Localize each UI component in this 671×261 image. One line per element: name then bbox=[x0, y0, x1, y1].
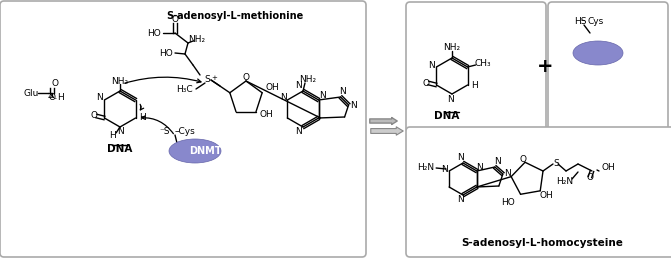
Text: N: N bbox=[96, 93, 103, 103]
Text: NH₂: NH₂ bbox=[111, 76, 129, 86]
Text: DNMT: DNMT bbox=[582, 48, 614, 58]
Text: Cys: Cys bbox=[587, 16, 603, 26]
Text: ·: · bbox=[54, 94, 58, 104]
Text: HO: HO bbox=[159, 49, 173, 57]
Text: OH: OH bbox=[539, 191, 553, 200]
Text: N: N bbox=[457, 153, 464, 163]
FancyBboxPatch shape bbox=[406, 2, 546, 132]
Text: O: O bbox=[586, 174, 594, 182]
Text: H: H bbox=[56, 93, 63, 103]
Text: HO: HO bbox=[147, 28, 161, 38]
Ellipse shape bbox=[573, 41, 623, 65]
Text: H₃C: H₃C bbox=[176, 85, 193, 93]
Text: Glu: Glu bbox=[24, 88, 40, 98]
FancyArrowPatch shape bbox=[140, 104, 144, 110]
Text: O: O bbox=[519, 156, 527, 164]
Text: +: + bbox=[211, 75, 217, 81]
Text: O: O bbox=[423, 79, 430, 87]
FancyArrowPatch shape bbox=[49, 94, 54, 97]
Text: NH₂: NH₂ bbox=[189, 35, 205, 44]
Text: OH: OH bbox=[265, 83, 279, 92]
Text: N: N bbox=[117, 128, 123, 137]
Text: –: – bbox=[580, 16, 585, 26]
Text: N: N bbox=[495, 157, 501, 167]
Text: S: S bbox=[553, 159, 559, 169]
Text: ⁻S: ⁻S bbox=[160, 127, 170, 135]
Text: N: N bbox=[280, 93, 287, 103]
Text: H₂N: H₂N bbox=[417, 163, 434, 171]
Text: H: H bbox=[471, 81, 478, 91]
Text: NH₂: NH₂ bbox=[444, 44, 460, 52]
Text: N: N bbox=[428, 61, 435, 69]
Text: N: N bbox=[447, 94, 454, 104]
Text: N: N bbox=[441, 164, 448, 174]
Text: N: N bbox=[505, 169, 511, 179]
Text: N: N bbox=[476, 163, 483, 171]
FancyArrowPatch shape bbox=[142, 116, 173, 134]
Text: DNMT: DNMT bbox=[189, 146, 221, 156]
Text: HO: HO bbox=[501, 198, 515, 207]
Text: HS: HS bbox=[574, 16, 586, 26]
FancyBboxPatch shape bbox=[548, 2, 668, 132]
Text: N: N bbox=[457, 195, 464, 205]
Text: N: N bbox=[350, 100, 357, 110]
Text: H₂N: H₂N bbox=[556, 176, 573, 186]
Text: OH: OH bbox=[601, 163, 615, 171]
Text: N: N bbox=[340, 87, 346, 97]
Text: O: O bbox=[172, 15, 178, 23]
Text: H: H bbox=[139, 114, 146, 122]
Text: N: N bbox=[319, 92, 326, 100]
FancyBboxPatch shape bbox=[0, 1, 366, 257]
FancyArrowPatch shape bbox=[125, 77, 201, 83]
Text: H: H bbox=[109, 130, 116, 139]
Text: OH: OH bbox=[259, 110, 273, 119]
Text: –Cys: –Cys bbox=[175, 127, 196, 135]
Text: DNA: DNA bbox=[434, 111, 460, 121]
Text: S: S bbox=[204, 75, 210, 85]
Text: N: N bbox=[296, 80, 303, 90]
FancyBboxPatch shape bbox=[406, 127, 671, 257]
Ellipse shape bbox=[169, 139, 221, 163]
Text: CH₃: CH₃ bbox=[474, 60, 491, 68]
Text: S-adenosyl-L-methionine: S-adenosyl-L-methionine bbox=[166, 11, 303, 21]
Text: N: N bbox=[296, 127, 303, 135]
Text: NH₂: NH₂ bbox=[299, 74, 317, 84]
Text: O: O bbox=[242, 74, 250, 82]
Text: +: + bbox=[537, 56, 554, 75]
Text: O: O bbox=[52, 80, 58, 88]
Text: DNA: DNA bbox=[107, 144, 133, 154]
Text: O: O bbox=[48, 93, 56, 103]
Text: O: O bbox=[91, 111, 98, 121]
Text: S-adenosyl-L-homocysteine: S-adenosyl-L-homocysteine bbox=[461, 238, 623, 248]
